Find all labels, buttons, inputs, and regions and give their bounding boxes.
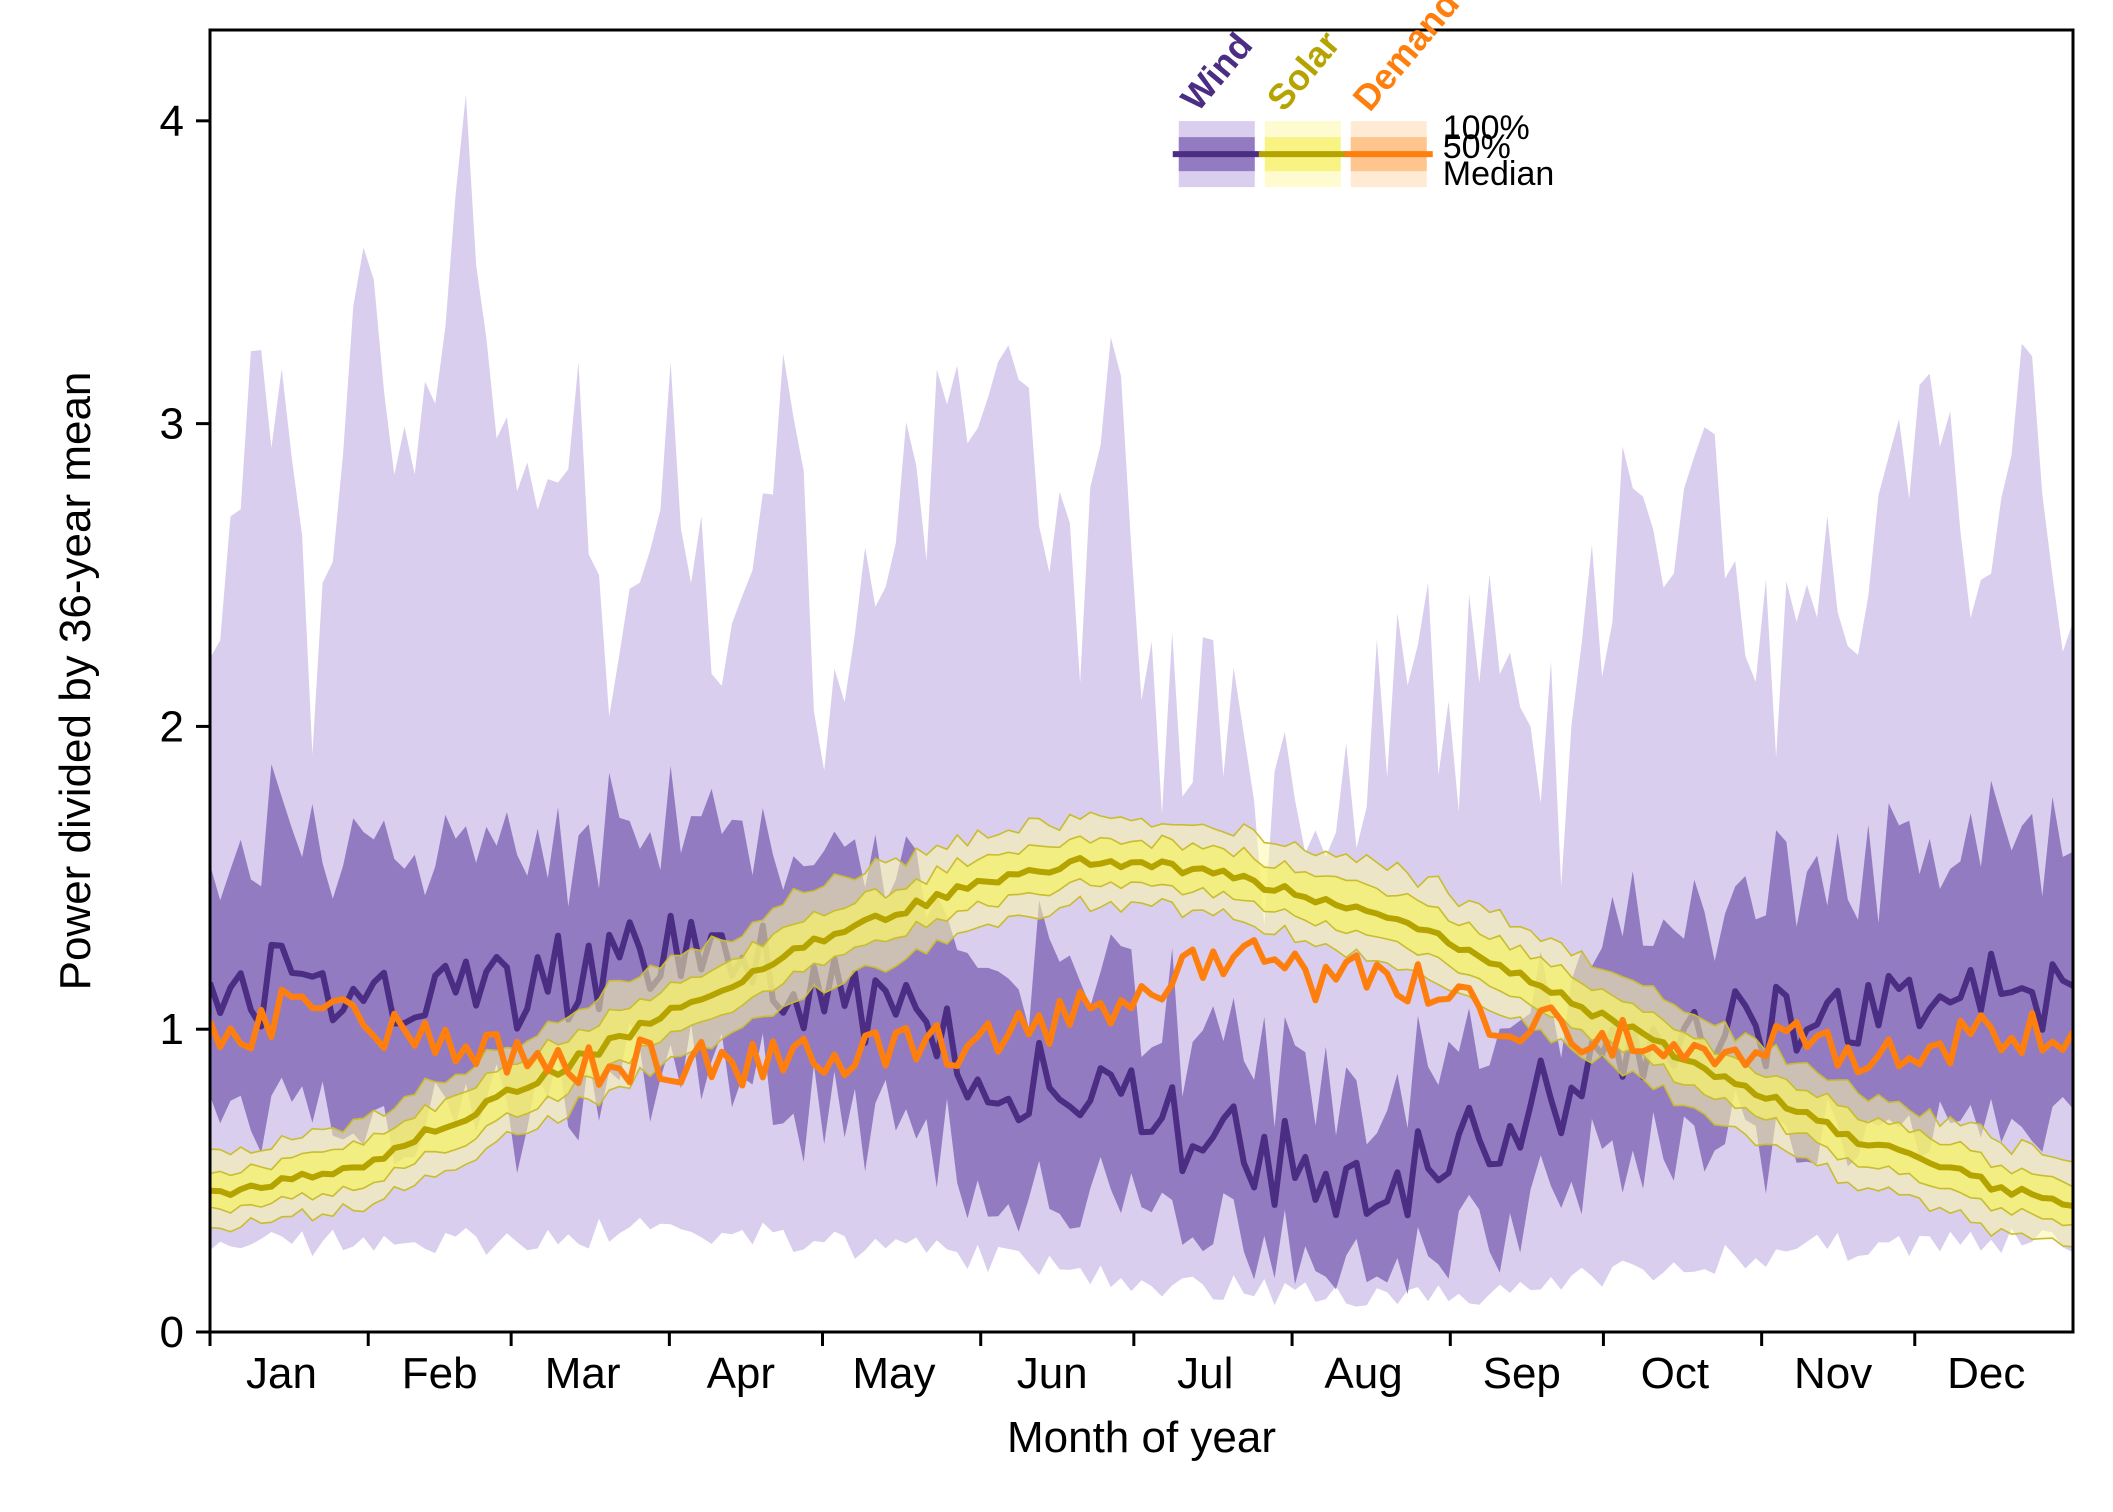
x-tick-label: Nov [1794,1349,1872,1398]
y-tick-label: 0 [160,1308,184,1357]
x-tick-label: Jun [1017,1349,1088,1398]
y-tick-label: 1 [160,1005,184,1054]
x-tick-label: Apr [707,1349,775,1398]
y-tick-label: 3 [160,400,184,449]
x-tick-label: Sep [1483,1349,1561,1398]
x-axis-label: Month of year [1007,1413,1276,1462]
y-tick-label: 2 [160,702,184,751]
x-tick-label: Jan [246,1349,317,1398]
x-tick-label: May [852,1349,935,1398]
chart-svg: 0 1 2 3 4 Jan Feb Mar Apr May Jun Jul Aug Sep Oct Nov De… [0,0,2113,1512]
legend-header-demand: Demand [1344,0,1467,118]
x-tick-label: Aug [1324,1349,1402,1398]
y-tick-label: 4 [160,97,184,146]
legend-header-wind: Wind [1172,25,1260,119]
x-tick-label: Oct [1641,1349,1709,1398]
y-axis-label: Power divided by 36-year mean [51,372,100,991]
legend-label-median: Median [1443,155,1555,193]
plot-area [210,94,2073,1306]
x-tick-label: Feb [402,1349,478,1398]
x-tick-label: Jul [1177,1349,1233,1398]
x-tick-label: Mar [545,1349,621,1398]
legend-header-solar: Solar [1258,23,1347,118]
chart-container: 0 1 2 3 4 Jan Feb Mar Apr May Jun Jul Aug Sep Oct Nov De… [0,0,2113,1512]
x-tick-label: Dec [1947,1349,2025,1398]
